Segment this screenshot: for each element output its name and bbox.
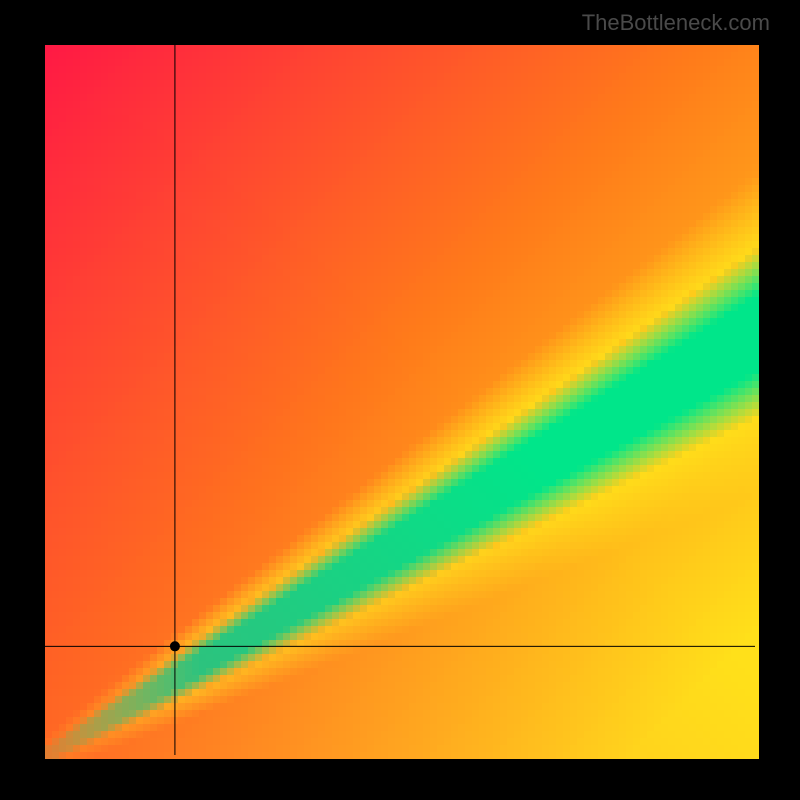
watermark-text: TheBottleneck.com: [582, 10, 770, 36]
bottleneck-heatmap: [0, 0, 800, 800]
